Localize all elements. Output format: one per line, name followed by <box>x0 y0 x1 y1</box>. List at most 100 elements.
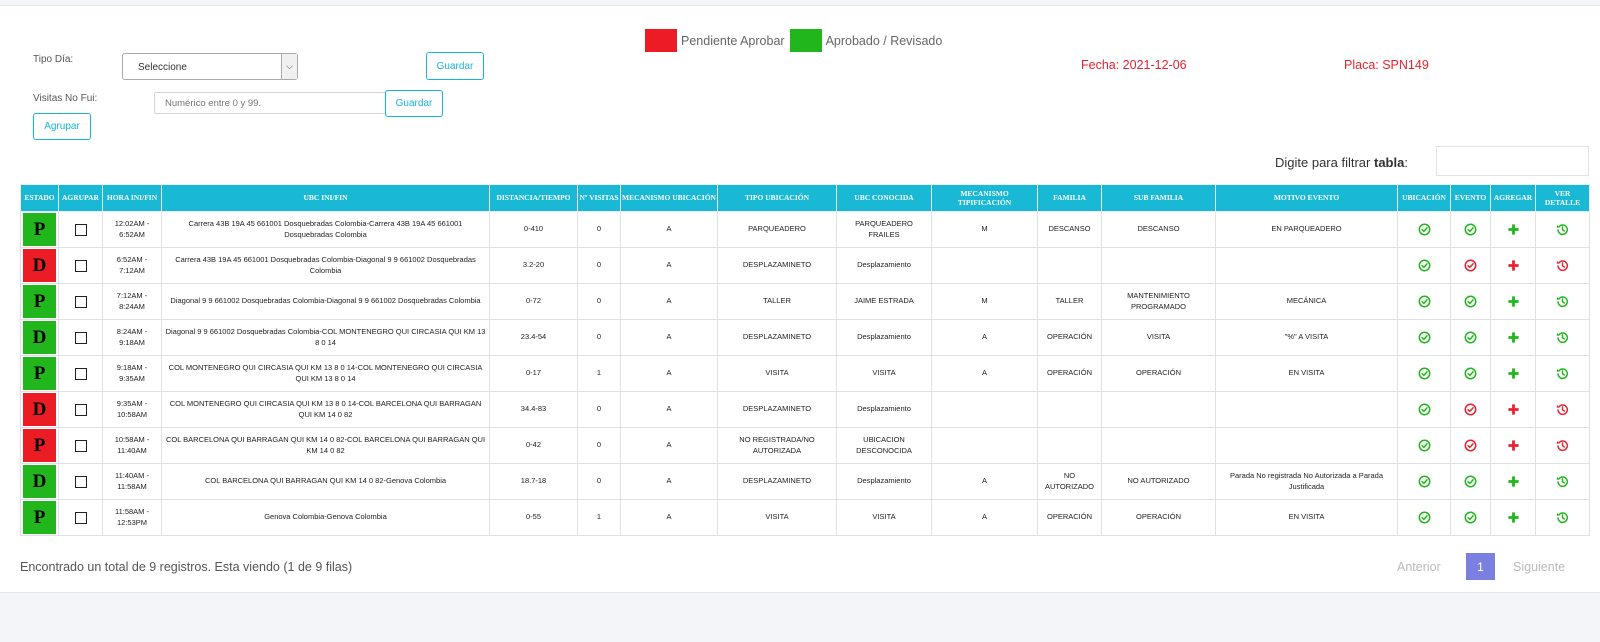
guardar-tipo-dia-button[interactable]: Guardar <box>426 52 484 80</box>
ver-detalle-cell[interactable] <box>1535 427 1590 464</box>
col-header[interactable]: Evento <box>1450 184 1491 212</box>
mecanismo-tipificacion-cell <box>931 391 1038 428</box>
status-badge: D <box>23 249 56 282</box>
status-badge: P <box>23 501 56 534</box>
agregar-cell[interactable] <box>1490 499 1536 536</box>
history-icon <box>1556 224 1569 236</box>
sub-familia-cell <box>1101 247 1216 284</box>
evento-status-cell[interactable] <box>1450 463 1491 500</box>
guardar-visitas-button[interactable]: Guardar <box>385 90 443 117</box>
col-header[interactable]: Hora Ini/Fin <box>102 184 162 212</box>
plus-icon <box>1507 332 1519 343</box>
pagination-prev[interactable]: Anterior <box>1397 560 1441 574</box>
sub-familia-cell: VISITA <box>1101 319 1216 356</box>
pagination-next[interactable]: Siguiente <box>1513 560 1566 574</box>
ver-detalle-cell[interactable] <box>1535 211 1590 248</box>
evento-status-cell[interactable] <box>1450 211 1491 248</box>
agregar-cell[interactable] <box>1490 319 1536 356</box>
sub-familia-cell: NO AUTORIZADO <box>1101 463 1216 500</box>
ubicacion-status-cell[interactable] <box>1397 355 1451 392</box>
familia-cell <box>1037 427 1102 464</box>
agregar-cell[interactable] <box>1490 283 1536 320</box>
pagination-page-1[interactable]: 1 <box>1466 553 1495 580</box>
agrupar-checkbox[interactable] <box>74 439 87 452</box>
hora-cell: 9:35AM - 10:58AM <box>102 391 162 428</box>
agregar-cell[interactable] <box>1490 463 1536 500</box>
legend-approved-label: Aprobado / Revisado <box>825 33 943 48</box>
evento-status-cell[interactable] <box>1450 499 1491 536</box>
table-filter-input[interactable] <box>1436 146 1589 176</box>
agrupar-checkbox[interactable] <box>74 475 87 488</box>
agrupar-checkbox[interactable] <box>74 331 87 344</box>
col-header[interactable]: Motivo Evento <box>1215 184 1398 212</box>
ubicacion-status-cell[interactable] <box>1397 499 1451 536</box>
ver-detalle-cell[interactable] <box>1535 499 1590 536</box>
agrupar-checkbox[interactable] <box>74 511 87 524</box>
check-circle-icon <box>1464 367 1477 380</box>
evento-status-cell[interactable] <box>1450 247 1491 284</box>
agrupar-checkbox[interactable] <box>74 223 87 236</box>
sub-familia-cell: OPERACIÓN <box>1101 499 1216 536</box>
ver-detalle-cell[interactable] <box>1535 391 1590 428</box>
col-header[interactable]: Familia <box>1037 184 1102 212</box>
col-header[interactable]: Nº Visitas <box>577 184 621 212</box>
ver-detalle-cell[interactable] <box>1535 319 1590 356</box>
check-circle-icon <box>1464 223 1477 236</box>
motivo-evento-cell: EN VISITA <box>1215 355 1398 392</box>
ver-detalle-cell[interactable] <box>1535 355 1590 392</box>
col-header[interactable]: Ubicación <box>1397 184 1451 212</box>
history-icon <box>1556 368 1569 380</box>
evento-status-cell[interactable] <box>1450 355 1491 392</box>
fecha-info: Fecha: 2021-12-06 <box>1081 58 1187 72</box>
tipo-dia-select[interactable]: Seleccione ⌵ <box>122 53 298 80</box>
ubc-cell: Carrera 43B 19A 45 661001 Dosquebradas C… <box>161 211 490 248</box>
col-header[interactable]: UBC Conocida <box>836 184 932 212</box>
tipo-ubicacion-cell: VISITA <box>717 355 837 392</box>
col-header[interactable]: Agregar <box>1490 184 1536 212</box>
ubicacion-status-cell[interactable] <box>1397 211 1451 248</box>
evento-status-cell[interactable] <box>1450 427 1491 464</box>
col-header[interactable]: Agrupar <box>58 184 103 212</box>
agrupar-checkbox[interactable] <box>74 295 87 308</box>
visitas-cell: 0 <box>577 283 621 320</box>
col-header[interactable]: UBC Ini/Fin <box>161 184 490 212</box>
agregar-cell[interactable] <box>1490 247 1536 284</box>
ubicacion-status-cell[interactable] <box>1397 247 1451 284</box>
agregar-cell[interactable] <box>1490 211 1536 248</box>
distancia-cell: 18.7-18 <box>489 463 578 500</box>
agrupar-button[interactable]: Agrupar <box>33 113 91 140</box>
motivo-evento-cell: MECÁNICA <box>1215 283 1398 320</box>
ubicacion-status-cell[interactable] <box>1397 391 1451 428</box>
col-header[interactable]: Ver Detalle <box>1535 184 1590 212</box>
col-header[interactable]: Sub Familia <box>1101 184 1216 212</box>
evento-status-cell[interactable] <box>1450 319 1491 356</box>
mecanismo-tipificacion-cell <box>931 427 1038 464</box>
agregar-cell[interactable] <box>1490 391 1536 428</box>
col-header[interactable]: Mecanismo Tipificación <box>931 184 1038 212</box>
ubicacion-status-cell[interactable] <box>1397 427 1451 464</box>
ver-detalle-cell[interactable] <box>1535 283 1590 320</box>
ubicacion-status-cell[interactable] <box>1397 463 1451 500</box>
hora-cell: 10:58AM - 11:40AM <box>102 427 162 464</box>
ubicacion-status-cell[interactable] <box>1397 283 1451 320</box>
col-header[interactable]: Estado <box>20 184 59 212</box>
check-circle-icon <box>1418 295 1430 308</box>
evento-status-cell[interactable] <box>1450 283 1491 320</box>
agrupar-checkbox[interactable] <box>74 403 87 416</box>
ver-detalle-cell[interactable] <box>1535 463 1590 500</box>
plus-icon <box>1507 404 1519 415</box>
col-header[interactable]: Distancia/Tiempo <box>489 184 578 212</box>
agrupar-checkbox[interactable] <box>74 259 87 272</box>
ubicacion-status-cell[interactable] <box>1397 319 1451 356</box>
evento-status-cell[interactable] <box>1450 391 1491 428</box>
agregar-cell[interactable] <box>1490 427 1536 464</box>
agrupar-checkbox[interactable] <box>74 367 87 380</box>
visitas-no-fui-input[interactable] <box>154 92 386 114</box>
filter-label-colon: : <box>1404 155 1408 170</box>
familia-cell <box>1037 391 1102 428</box>
ver-detalle-cell[interactable] <box>1535 247 1590 284</box>
agregar-cell[interactable] <box>1490 355 1536 392</box>
col-header[interactable]: Tipo Ubicación <box>717 184 837 212</box>
col-header[interactable]: Mecanismo Ubicación <box>620 184 718 212</box>
estado-cell: D <box>20 391 59 428</box>
